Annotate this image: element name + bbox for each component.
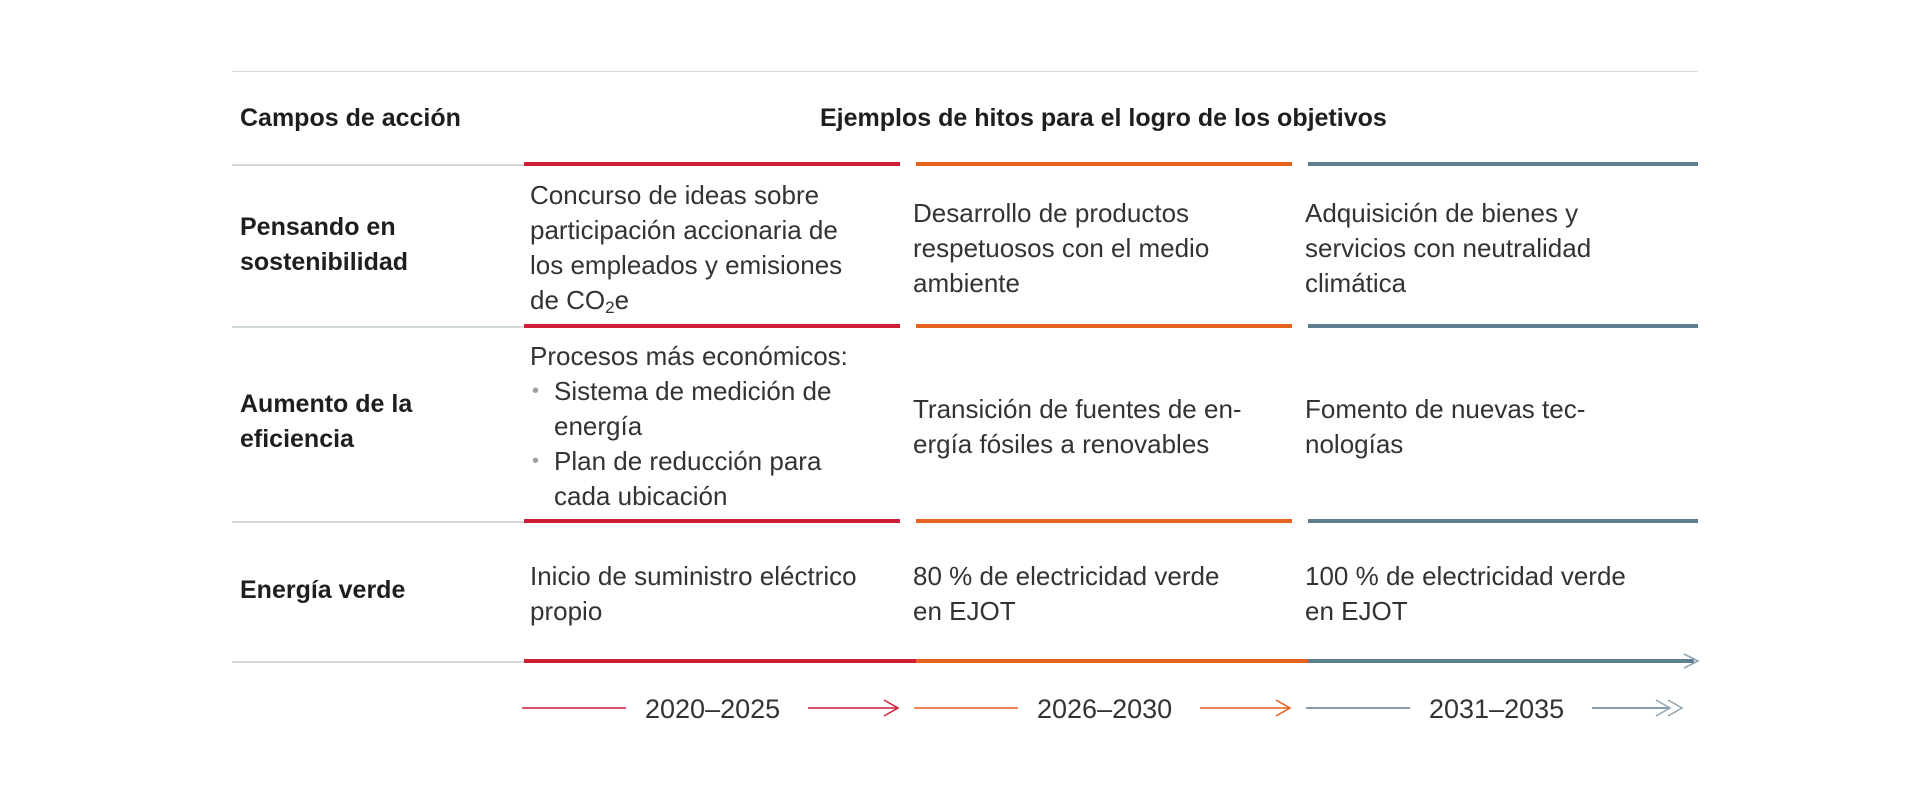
row-separator [232,521,524,523]
period-label-2020-2025: 2020–2025 [645,694,781,724]
cell-efficiency-2026: Transición de fuentes de en- ergía fósil… [913,394,1242,459]
period1-bar [524,324,900,328]
period1-bar [524,519,900,523]
cell-green-energy-2031: 100 % de electricidad verde en EJOT [1305,561,1626,626]
cell-sustainability-2031: Adquisición de bienes y servicios con ne… [1305,198,1592,298]
efficiency-bullet-list: Sistema de medición de energía Plan de r… [530,374,848,514]
timeline-bar-period3 [1308,659,1694,663]
fields-header: Campos de acción [240,104,461,132]
cell-green-energy-2020: Inicio de suministro eléctrico propio [530,561,857,626]
row-separator [232,326,524,328]
period1-arrow-icon [883,699,900,717]
timeline-bar-period2 [916,659,1308,663]
period-label-2031-2035: 2031–2035 [1429,694,1565,724]
cell-sustainability-2026: Desarrollo de productos respetuosos con … [913,198,1210,298]
timeline-bar-period1 [524,659,916,663]
period1-bar [524,162,900,166]
row-label-green-energy: Energía verde [240,576,406,604]
cell-efficiency-2031: Fomento de nuevas tec- nologías [1305,394,1586,459]
period2-arrow-icon [1275,699,1292,717]
cell-sustainability-2020: Concurso de ideas sobre participación ac… [530,180,843,317]
bullet-item: Plan de reducción para cada ubicación [530,444,848,514]
bullet-item: Sistema de medición de energía [530,374,848,444]
cell-efficiency-2020: Procesos más económicos: Sistema de medi… [530,339,848,514]
milestones-header: Ejemplos de hitos para el logro de los o… [820,104,1387,132]
period2-bar [916,324,1292,328]
row-separator [232,164,524,166]
period3-arrow-icon [1655,699,1672,717]
period2-bar [916,162,1292,166]
period3-bar [1308,324,1698,328]
period2-bar [916,519,1292,523]
top-rule [232,71,1698,72]
row-label-sustainability: Pensando en sostenibilidad [240,213,409,276]
timeline-end-arrow-icon [1683,653,1700,669]
period-label-2026-2030: 2026–2030 [1037,694,1173,724]
period3-bar [1308,519,1698,523]
row-separator [232,661,524,663]
cell-green-energy-2026: 80 % de electricidad verde en EJOT [913,561,1220,626]
period3-bar [1308,162,1698,166]
row-label-efficiency: Aumento de la eficiencia [240,390,413,453]
period3-double-arrow-icon [1667,699,1684,717]
